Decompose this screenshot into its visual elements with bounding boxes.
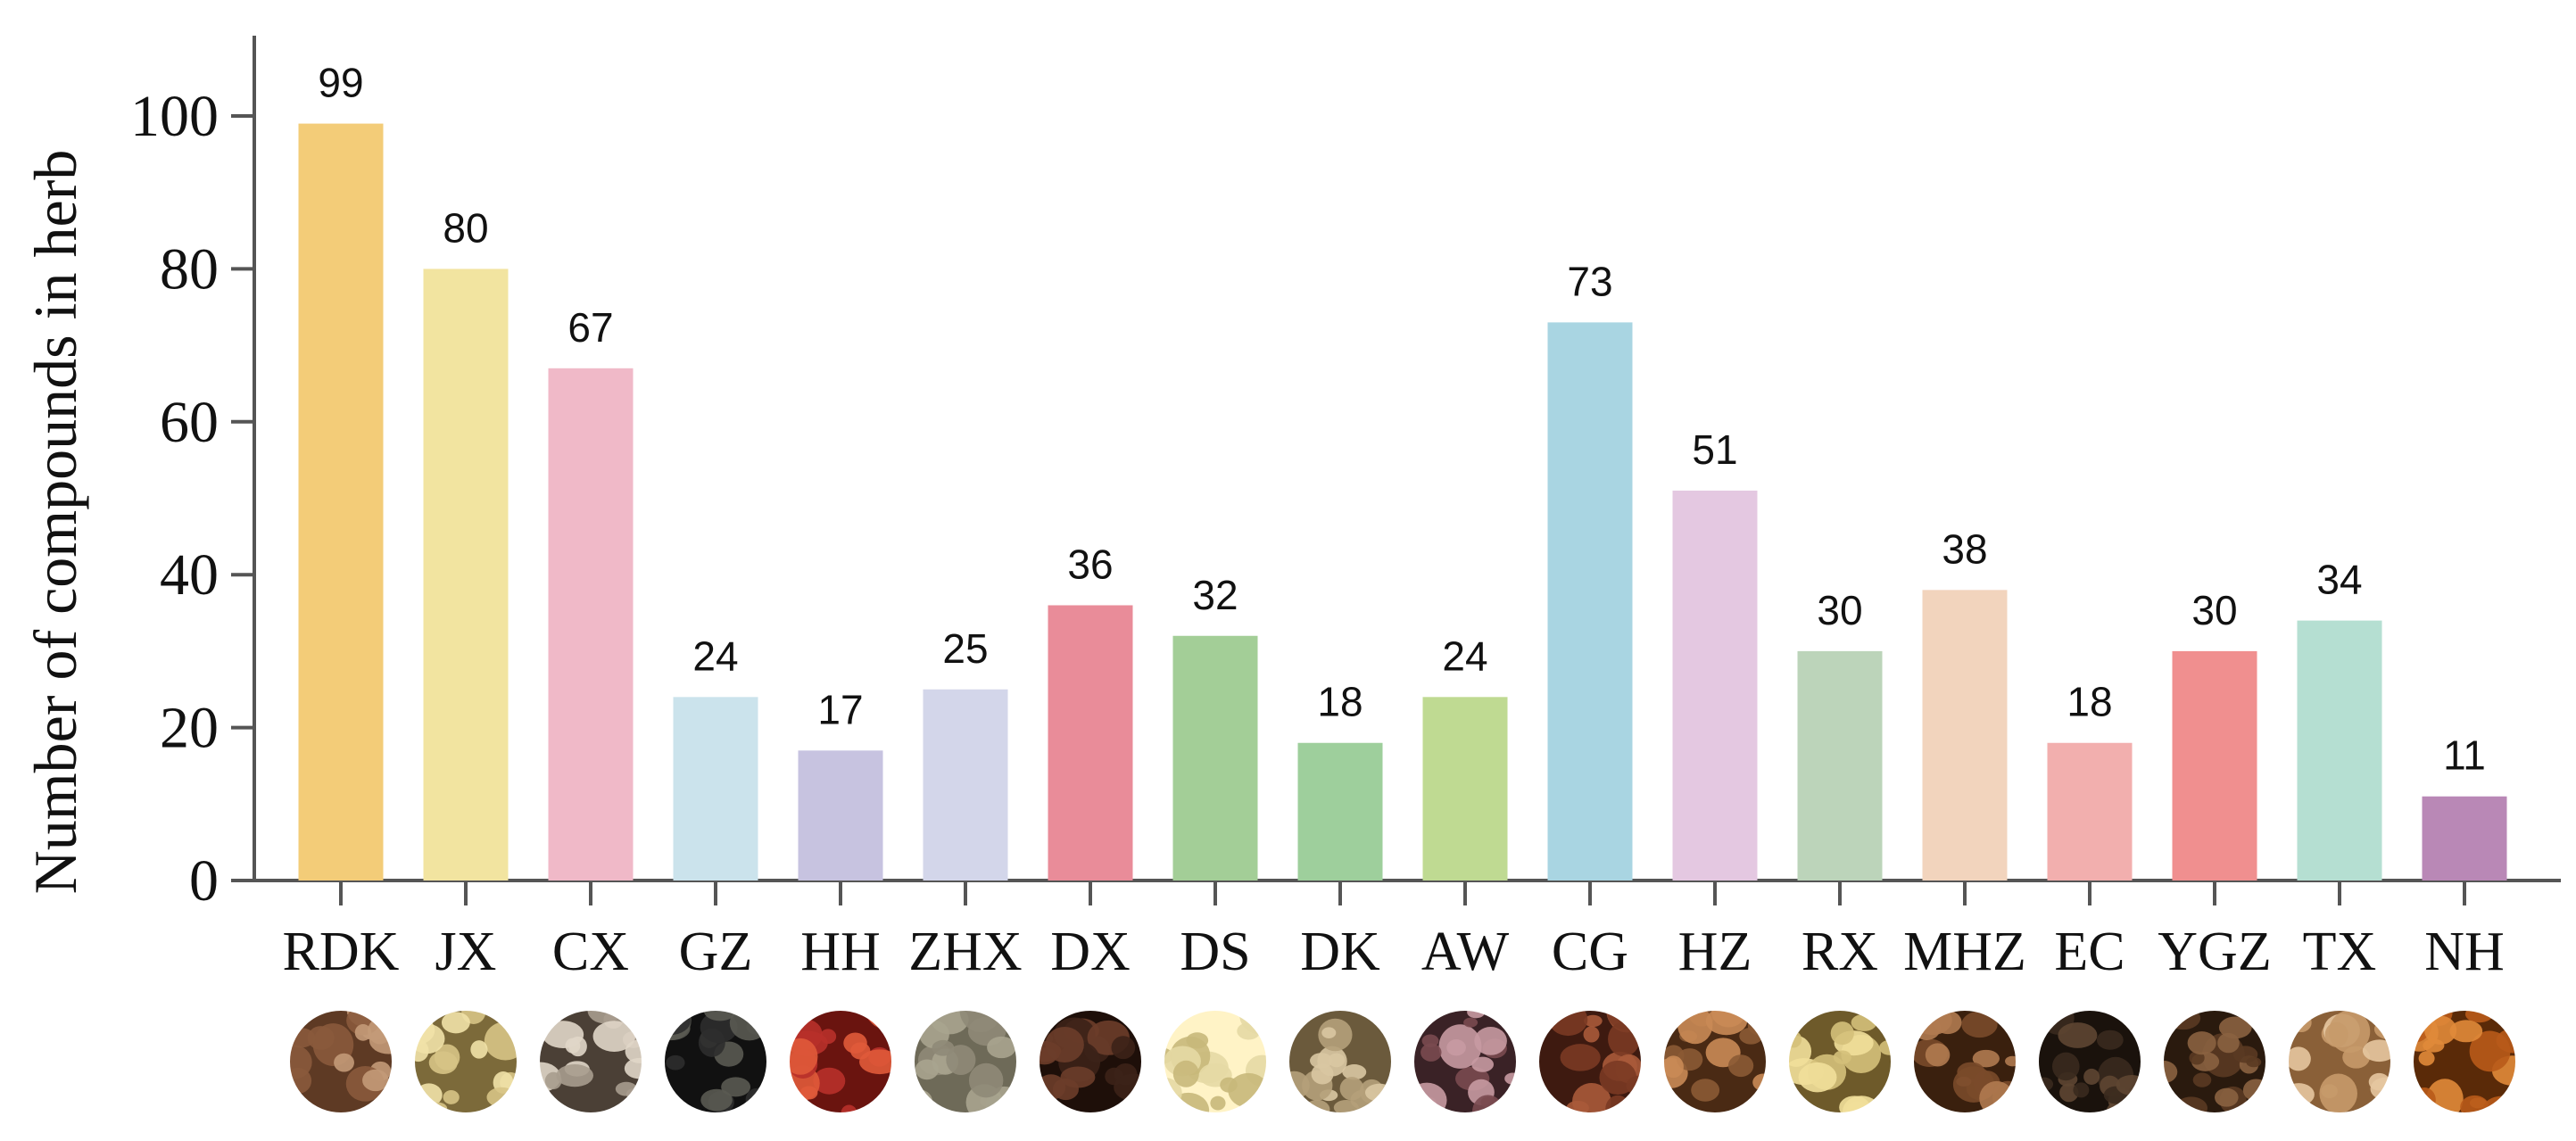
y-tick-label: 40 bbox=[160, 542, 219, 608]
bar-zhx bbox=[923, 689, 1008, 881]
y-tick-label: 20 bbox=[160, 696, 219, 761]
dried-fruit-image bbox=[664, 1010, 767, 1113]
almond-image bbox=[1538, 1010, 1642, 1113]
value-label: 30 bbox=[1817, 587, 1862, 633]
almond-image bbox=[1663, 1010, 1767, 1113]
value-label: 73 bbox=[1567, 258, 1612, 304]
x-tick-label-ec: EC bbox=[2054, 922, 2125, 982]
bar-nh bbox=[2422, 796, 2507, 881]
bars-group bbox=[298, 123, 2507, 881]
bar-hz bbox=[1672, 490, 1758, 881]
x-tick-label-mhz: MHZ bbox=[1903, 922, 2026, 982]
bar-ec bbox=[2047, 742, 2133, 881]
x-tick-label-tx: TX bbox=[2303, 922, 2377, 982]
value-label: 99 bbox=[318, 60, 363, 106]
bar-hh bbox=[798, 750, 883, 881]
x-tick-label-rx: RX bbox=[1802, 922, 1878, 982]
x-axis: RDK JX CX GZ HH ZHX DX DS DK AW CG HZ RX MHZ EC YGZ TX NH bbox=[253, 879, 2561, 982]
bar-ygz bbox=[2172, 650, 2257, 881]
bar-dx bbox=[1048, 605, 1133, 881]
bar-ds bbox=[1172, 635, 1258, 881]
y-tick-label: 100 bbox=[130, 84, 219, 149]
orange-seed-image bbox=[2413, 1010, 2516, 1113]
bar-dk bbox=[1297, 742, 1383, 881]
bar-mhz bbox=[1922, 590, 2008, 881]
value-label: 36 bbox=[1067, 541, 1113, 587]
value-labels-group: 99 80 67 24 17 25 36 32 18 24 73 51 30 38 18 30 34 11 bbox=[318, 60, 2485, 779]
x-tick-label-dx: DX bbox=[1050, 922, 1131, 982]
seed-image bbox=[1164, 1010, 1267, 1113]
clove-image bbox=[1039, 1010, 1142, 1113]
value-label: 32 bbox=[1192, 572, 1238, 618]
value-label: 34 bbox=[2316, 557, 2362, 603]
bar-jx bbox=[423, 269, 509, 881]
round-seed-image bbox=[1288, 1010, 1392, 1113]
value-label: 18 bbox=[1317, 679, 1363, 725]
frankincense-image bbox=[414, 1010, 518, 1113]
resin-image bbox=[2038, 1010, 2141, 1113]
x-tick-label-zhx: ZHX bbox=[908, 922, 1022, 982]
x-tick-label-aw: AW bbox=[1421, 922, 1510, 982]
mineral-image bbox=[1413, 1010, 1517, 1113]
x-tick-label-cg: CG bbox=[1552, 922, 1628, 982]
x-tick-label-hh: HH bbox=[800, 922, 881, 982]
x-tick-label-hz: HZ bbox=[1678, 922, 1752, 982]
value-label: 24 bbox=[692, 633, 738, 679]
x-tick-label-jx: JX bbox=[435, 922, 497, 982]
value-label: 25 bbox=[942, 625, 988, 672]
x-tick-label-cx: CX bbox=[552, 922, 629, 982]
y-tick-label: 80 bbox=[160, 236, 219, 302]
bar-rx bbox=[1797, 650, 1883, 881]
almond-image bbox=[1913, 1010, 2017, 1113]
bar-tx bbox=[2297, 620, 2382, 881]
value-label: 17 bbox=[817, 686, 863, 732]
x-tick-label-gz: GZ bbox=[679, 922, 753, 982]
value-label: 38 bbox=[1942, 525, 1987, 572]
value-label: 67 bbox=[567, 304, 613, 351]
y-tick-label: 60 bbox=[160, 390, 219, 455]
bar-cx bbox=[548, 368, 634, 881]
y-tick-label: 0 bbox=[189, 848, 219, 914]
pepper-image bbox=[2163, 1010, 2266, 1113]
value-label: 30 bbox=[2191, 587, 2237, 633]
bar-gz bbox=[673, 697, 758, 881]
value-label: 51 bbox=[1692, 426, 1737, 473]
bar-cg bbox=[1547, 322, 1633, 881]
bar-rdk bbox=[298, 123, 384, 881]
value-label: 18 bbox=[2067, 679, 2112, 725]
x-tick-label-nh: NH bbox=[2424, 922, 2505, 982]
y-axis-label: Number of compounds in herb bbox=[21, 150, 89, 895]
herb-images-group bbox=[288, 1009, 2517, 1114]
frankincense-image bbox=[1788, 1010, 1892, 1113]
value-label: 24 bbox=[1442, 633, 1487, 679]
x-tick-label-ds: DS bbox=[1180, 922, 1250, 982]
x-tick-label-rdk: RDK bbox=[283, 922, 400, 982]
powder-image bbox=[914, 1010, 1017, 1113]
nutmeg-image bbox=[289, 1010, 393, 1113]
x-tick-label-dk: DK bbox=[1300, 922, 1380, 982]
y-axis: 0 20 40 60 80 100 bbox=[130, 36, 256, 914]
value-label: 11 bbox=[2443, 732, 2486, 779]
value-label: 80 bbox=[443, 204, 488, 251]
x-tick-label-ygz: YGZ bbox=[2158, 922, 2271, 982]
bar-aw bbox=[1422, 697, 1508, 881]
